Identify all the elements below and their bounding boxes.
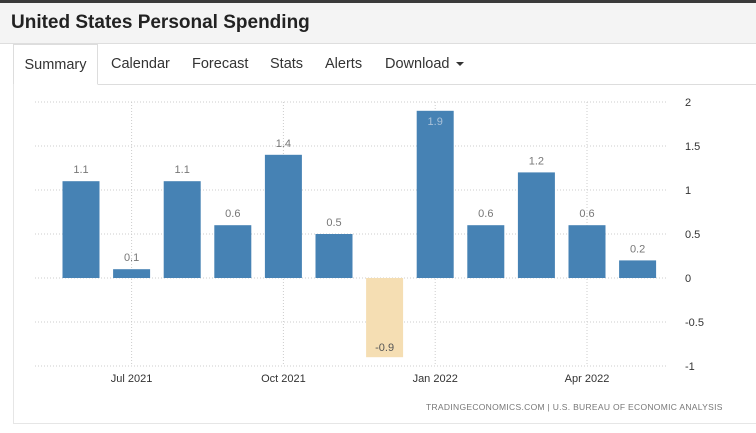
x-tick-label: Jan 2022 <box>413 373 458 385</box>
y-tick-label: 0.5 <box>685 229 700 241</box>
source-credit: TRADINGECONOMICS.COM | U.S. BUREAU OF EC… <box>426 402 723 412</box>
tab-calendar[interactable]: Calendar <box>111 56 170 72</box>
data-label: 0.2 <box>630 243 645 255</box>
data-label: -0.9 <box>375 342 394 354</box>
data-label: 0.1 <box>124 252 139 264</box>
tab-download-label: Download <box>385 56 450 72</box>
x-tick-label: Apr 2022 <box>565 373 610 385</box>
y-tick-label: -1 <box>685 361 695 373</box>
top-border <box>0 0 756 3</box>
data-label: 0.6 <box>579 208 594 220</box>
data-label: 0.5 <box>326 217 341 229</box>
bar-5 <box>264 154 302 278</box>
data-label: 1.1 <box>73 164 88 176</box>
data-label: 0.6 <box>225 208 240 220</box>
y-tick-label: 0 <box>685 273 691 285</box>
bar-12 <box>619 260 657 278</box>
panel-top-border <box>98 84 756 85</box>
panel-bottom-border <box>13 423 756 424</box>
bar-3 <box>163 181 201 278</box>
bar-8 <box>416 110 454 278</box>
data-label: 0.6 <box>478 208 493 220</box>
page-header: United States Personal Spending <box>0 3 756 44</box>
bar-1 <box>62 181 100 278</box>
tab-stats[interactable]: Stats <box>270 56 304 72</box>
data-label: 1.4 <box>276 138 291 150</box>
y-tick-label: 1.5 <box>685 141 700 153</box>
tab-summary[interactable]: Summary <box>13 44 98 85</box>
bar-9 <box>467 225 505 278</box>
x-tick-label: Oct 2021 <box>261 373 306 385</box>
data-label: 1.1 <box>175 164 190 176</box>
bar-4 <box>214 225 252 278</box>
y-tick-label: -0.5 <box>685 317 704 329</box>
tab-alerts[interactable]: Alerts <box>325 56 363 72</box>
caret-down-icon <box>455 62 464 67</box>
y-tick-label: 1 <box>685 185 691 197</box>
data-label: 1.9 <box>428 116 443 128</box>
bar-2 <box>113 269 151 278</box>
tab-download[interactable]: Download <box>385 44 464 84</box>
data-label: 1.2 <box>529 155 544 167</box>
y-tick-label: 2 <box>685 97 691 109</box>
tab-forecast[interactable]: Forecast <box>192 56 249 72</box>
bar-11 <box>568 225 606 278</box>
bar-7 <box>366 278 404 358</box>
panel-left-border <box>13 84 14 424</box>
x-tick-label: Jul 2021 <box>111 373 153 385</box>
bar-6 <box>315 234 353 278</box>
page-title: United States Personal Spending <box>11 12 310 33</box>
bar-10 <box>517 172 555 278</box>
